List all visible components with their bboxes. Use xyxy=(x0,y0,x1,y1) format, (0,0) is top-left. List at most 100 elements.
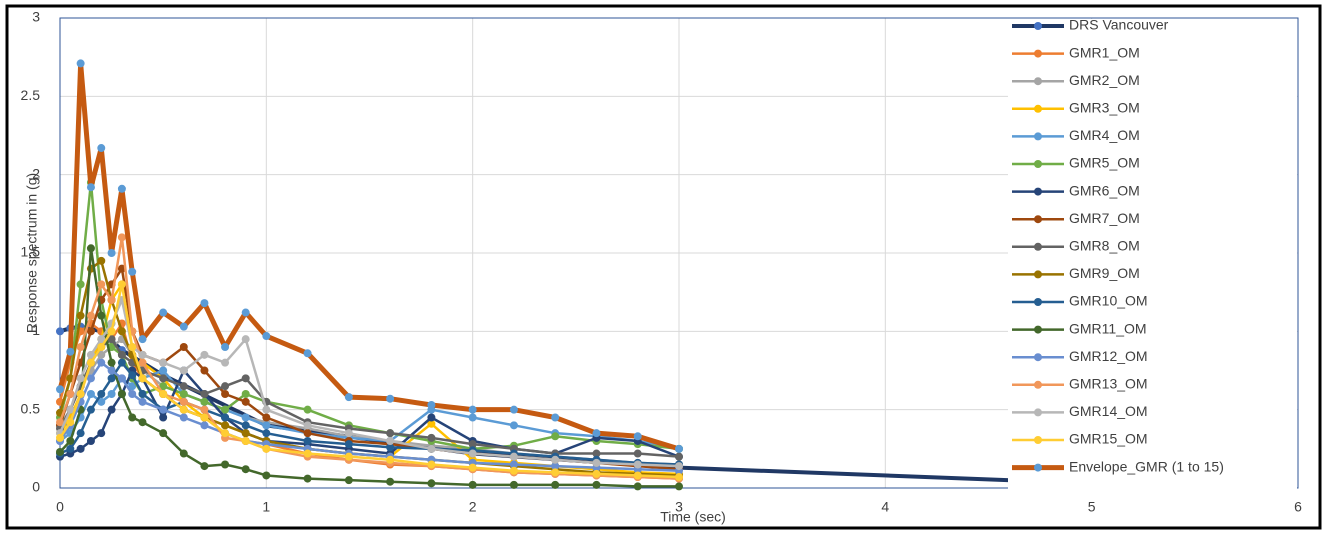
data-point xyxy=(509,460,518,469)
data-point xyxy=(97,256,106,265)
data-point xyxy=(179,390,188,398)
data-point xyxy=(386,437,395,445)
legend-label: GMR13_OM xyxy=(1069,376,1148,392)
data-point xyxy=(303,405,312,414)
data-point xyxy=(221,382,230,391)
legend-marker xyxy=(1034,49,1042,58)
data-point xyxy=(56,433,64,442)
data-point xyxy=(76,311,85,320)
data-point xyxy=(427,444,436,453)
data-point xyxy=(427,460,436,469)
data-point xyxy=(262,471,271,480)
data-point xyxy=(117,374,126,383)
data-point xyxy=(344,452,353,461)
data-point xyxy=(551,432,560,441)
legend-box xyxy=(1008,19,1297,497)
legend-label: DRS Vancouver xyxy=(1069,17,1169,33)
data-point xyxy=(633,482,642,491)
x-tick-label: 0 xyxy=(56,499,64,515)
data-point xyxy=(509,421,518,430)
data-point xyxy=(551,455,560,464)
data-point xyxy=(509,405,518,414)
data-point xyxy=(241,397,250,406)
data-point xyxy=(468,413,477,422)
data-point xyxy=(117,350,126,359)
data-point xyxy=(159,413,168,422)
data-point xyxy=(128,390,137,398)
data-point xyxy=(66,390,75,398)
data-point xyxy=(107,390,116,398)
data-point xyxy=(200,462,209,471)
legend-label: GMR10_OM xyxy=(1069,293,1148,309)
legend-label: GMR1_OM xyxy=(1069,44,1140,60)
data-point xyxy=(86,311,95,320)
data-point xyxy=(427,400,436,409)
data-point xyxy=(97,358,106,367)
data-point xyxy=(592,469,601,478)
data-point xyxy=(509,466,518,475)
legend-label: GMR6_OM xyxy=(1069,182,1140,198)
legend-label: GMR9_OM xyxy=(1069,265,1140,281)
data-point xyxy=(107,296,116,304)
data-point xyxy=(241,308,250,317)
data-point xyxy=(344,476,353,485)
data-point xyxy=(138,418,147,427)
legend-label: GMR5_OM xyxy=(1069,155,1140,171)
data-point xyxy=(76,444,85,453)
data-point xyxy=(97,390,106,398)
x-tick-label: 5 xyxy=(1088,499,1096,515)
data-point xyxy=(427,479,436,488)
data-point xyxy=(200,421,209,430)
data-point xyxy=(468,440,477,449)
data-point xyxy=(551,413,560,422)
data-point xyxy=(262,444,271,453)
legend-marker xyxy=(1034,22,1042,30)
data-point xyxy=(675,452,683,461)
data-point xyxy=(386,443,395,452)
data-point xyxy=(66,405,75,414)
x-tick-label: 3 xyxy=(675,499,683,515)
y-tick-label: 3 xyxy=(32,9,40,25)
data-point xyxy=(468,405,477,414)
data-point xyxy=(76,280,85,289)
data-point xyxy=(200,405,209,414)
legend-marker xyxy=(1034,353,1042,362)
data-point xyxy=(468,480,477,489)
data-point xyxy=(427,413,436,422)
data-point xyxy=(633,460,642,469)
data-point xyxy=(86,350,95,359)
data-point xyxy=(386,477,395,486)
data-point xyxy=(241,390,250,398)
data-point xyxy=(221,460,230,469)
data-point xyxy=(159,374,168,383)
data-point xyxy=(76,374,85,383)
legend-marker xyxy=(1034,187,1042,196)
data-point xyxy=(221,405,230,414)
data-point xyxy=(179,405,188,414)
data-point xyxy=(56,327,64,336)
data-point xyxy=(592,429,601,438)
data-point xyxy=(128,343,137,351)
data-point xyxy=(107,335,116,344)
data-point xyxy=(138,374,147,383)
data-point xyxy=(86,405,95,414)
data-point xyxy=(159,405,168,414)
data-point xyxy=(592,449,601,458)
data-point xyxy=(86,390,95,398)
data-point xyxy=(159,429,168,438)
y-tick-label: 1.5 xyxy=(21,244,41,260)
data-point xyxy=(633,471,642,480)
data-point xyxy=(675,444,683,453)
plot-area xyxy=(56,59,1096,491)
data-point xyxy=(117,280,126,289)
data-point xyxy=(128,413,137,422)
data-point xyxy=(241,374,250,383)
data-point xyxy=(303,429,312,438)
data-point xyxy=(179,343,188,351)
data-point xyxy=(179,397,188,406)
data-point xyxy=(551,480,560,489)
data-point xyxy=(241,465,250,474)
data-point xyxy=(303,474,312,483)
series xyxy=(56,280,683,482)
